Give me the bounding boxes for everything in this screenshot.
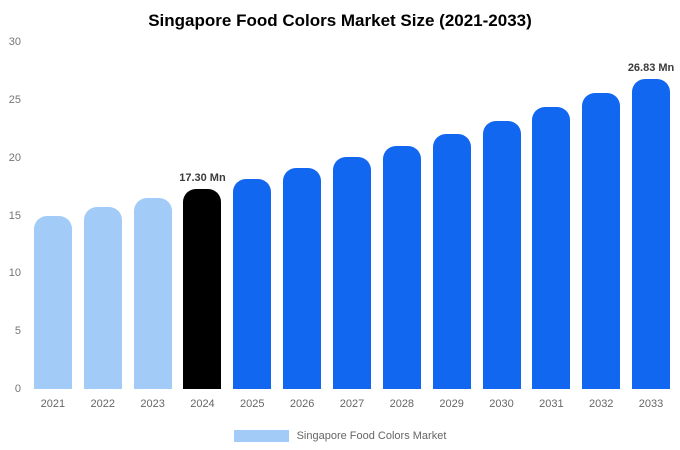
x-axis-label: 2033 — [638, 398, 664, 410]
bar-2030 — [482, 120, 521, 389]
x-axis-label: 2023 — [140, 398, 165, 410]
y-tick-label: 15 — [8, 209, 21, 222]
legend-label: Singapore Food Colors Market — [296, 430, 447, 442]
bar-2021 — [33, 216, 72, 389]
bar-column: 2028 — [377, 42, 427, 413]
bar-column: 2025 — [227, 42, 277, 413]
bar-2033 — [632, 78, 671, 389]
legend-swatch — [233, 430, 289, 442]
bar-2023 — [133, 198, 172, 389]
x-axis-label: 2029 — [439, 398, 464, 410]
bar-2032 — [582, 93, 621, 389]
bar-column: 2029 — [427, 42, 477, 413]
value-label: 17.30 Mn — [179, 171, 226, 184]
x-axis-label: 2024 — [190, 398, 215, 410]
bar-column: 26.83 Mn 2033 — [626, 42, 676, 413]
value-label: 26.83 Mn — [627, 61, 675, 74]
bar-2025 — [233, 178, 272, 389]
legend: Singapore Food Colors Market — [0, 430, 680, 442]
y-axis: 0 5 10 15 20 25 30 — [0, 0, 24, 450]
y-tick-label: 0 — [14, 383, 21, 395]
bar-column: 2023 — [128, 42, 178, 413]
y-tick-label: 10 — [8, 267, 21, 280]
x-axis-label: 2027 — [339, 398, 365, 410]
chart-title: Singapore Food Colors Market Size (2021-… — [148, 11, 532, 30]
x-axis-label: 2026 — [289, 398, 315, 410]
bar-column: 2027 — [327, 42, 377, 413]
x-axis-label: 2022 — [90, 398, 115, 410]
x-axis-label: 2028 — [389, 398, 415, 410]
bar-2031 — [532, 107, 571, 389]
bar-column: 2032 — [576, 42, 626, 413]
bar-column: 2026 — [277, 42, 327, 413]
bar-2027 — [332, 157, 371, 389]
bar-2022 — [83, 207, 122, 389]
bar-2028 — [382, 145, 421, 389]
plot-area: 2021 2022 2023 17.30 Mn 2024 2025 2026 2027 2028… — [28, 42, 676, 413]
x-axis-label: 2025 — [240, 398, 265, 410]
bar-column: 17.30 Mn 2024 — [178, 42, 228, 413]
x-axis-label: 2031 — [539, 398, 564, 410]
y-tick-label: 20 — [8, 151, 21, 164]
bar-2024 — [183, 188, 222, 389]
bar-2026 — [283, 168, 322, 389]
bar-column: 2021 — [28, 42, 78, 413]
y-tick-label: 30 — [8, 36, 21, 48]
bar-column: 2022 — [78, 42, 128, 413]
y-tick-label: 25 — [8, 93, 21, 106]
x-axis-label: 2021 — [40, 398, 66, 410]
bar-2029 — [432, 133, 471, 389]
x-axis-label: 2030 — [489, 398, 514, 410]
bar-column: 2031 — [526, 42, 576, 413]
y-tick-label: 5 — [14, 325, 21, 338]
bar-column: 2030 — [477, 42, 527, 413]
x-axis-label: 2032 — [588, 398, 614, 410]
